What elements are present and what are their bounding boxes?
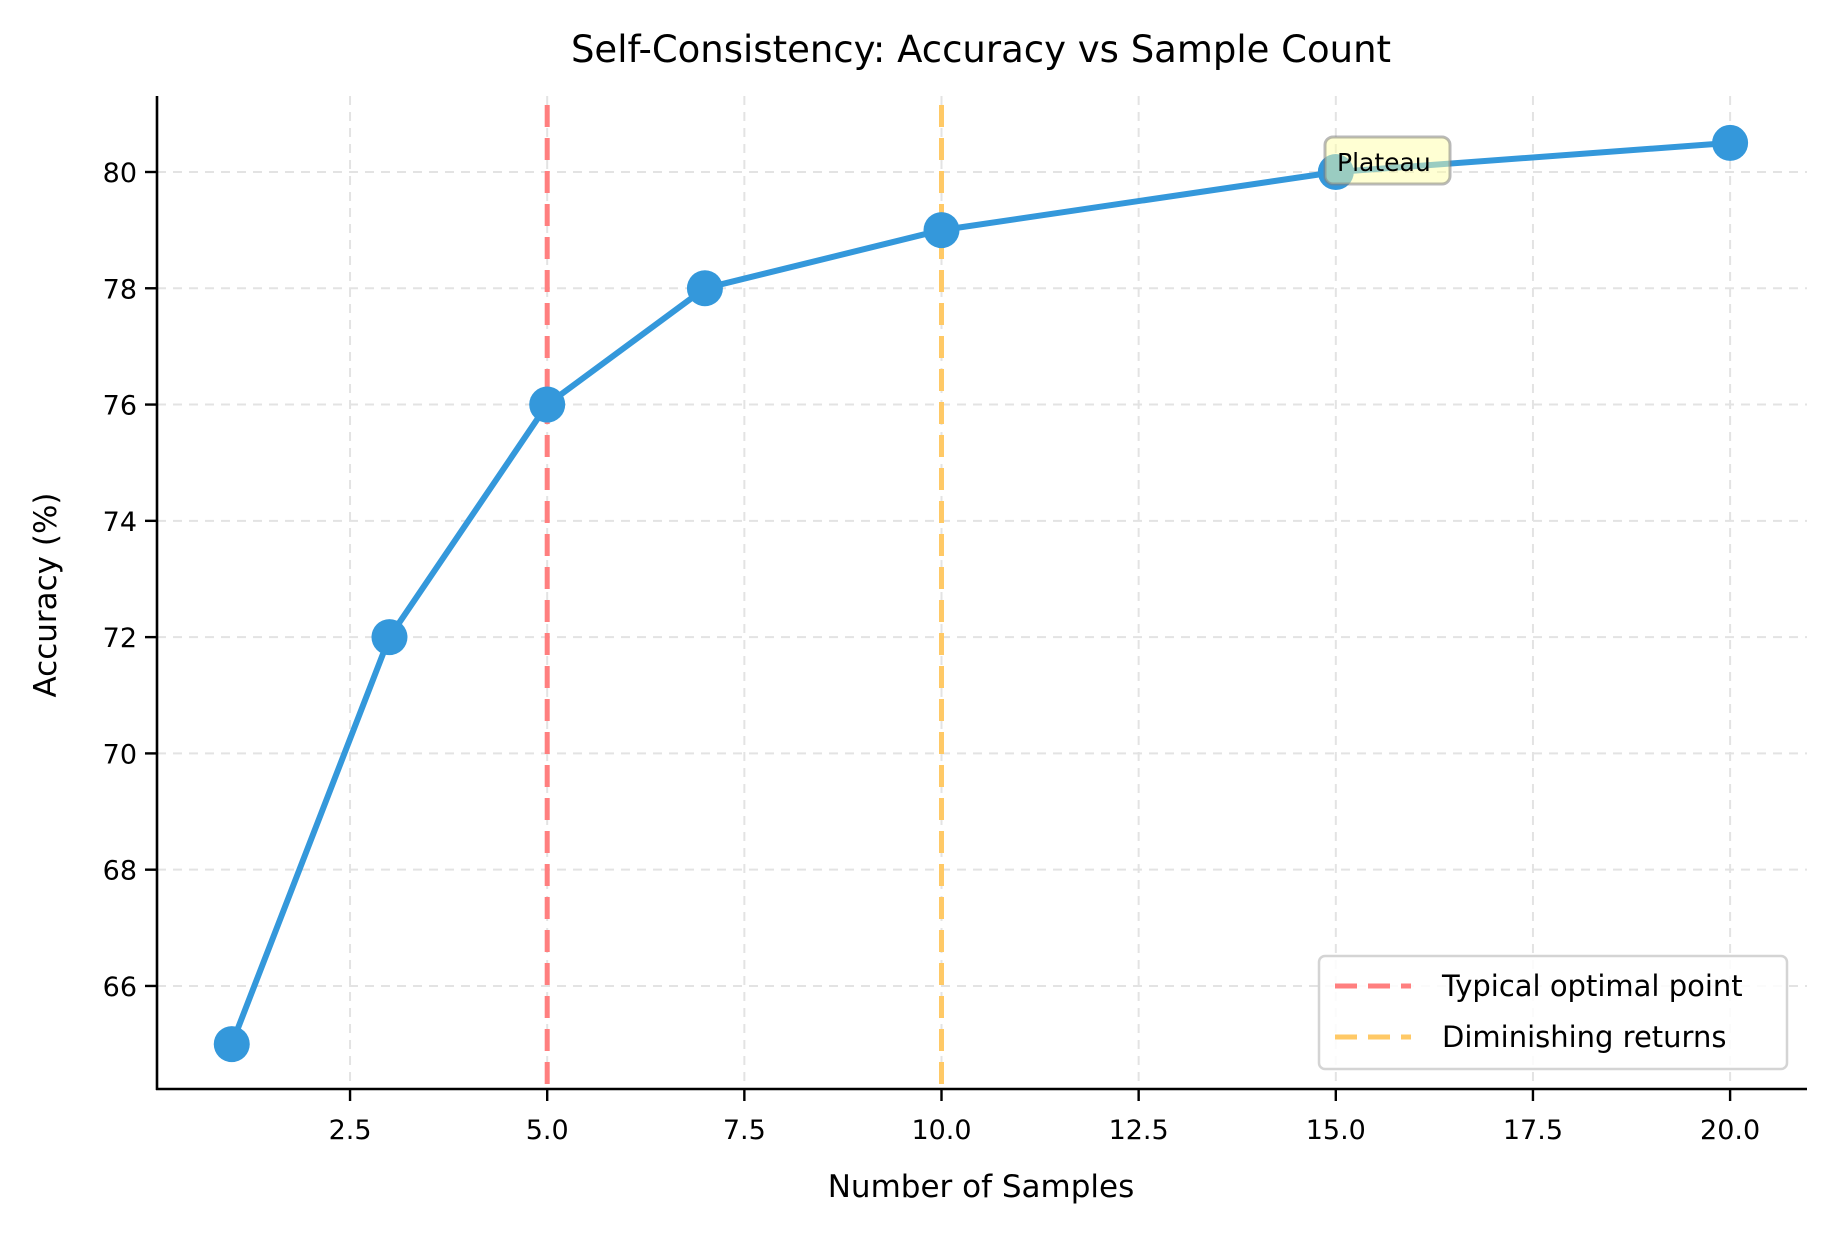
data-point-marker	[686, 270, 723, 307]
data-series	[213, 124, 1749, 1063]
y-tick-label: 78	[103, 274, 137, 305]
x-tick-label: 12.5	[1109, 1115, 1169, 1146]
x-tick-label: 20.0	[1700, 1115, 1760, 1146]
x-tick-label: 5.0	[526, 1115, 569, 1146]
annotation-box	[1323, 135, 1452, 186]
y-axis-label: Accuracy (%)	[28, 492, 64, 697]
axes	[155, 96, 1807, 1091]
annotations: Plateau	[1323, 135, 1452, 186]
x-tick-label: 15.0	[1306, 1115, 1366, 1146]
data-point-marker	[1712, 124, 1749, 161]
accuracy-line	[229, 139, 1731, 1046]
legend-entry-label: Diminishing returns	[1442, 1020, 1726, 1054]
y-tick-label: 76	[103, 391, 137, 422]
chart-title: Self-Consistency: Accuracy vs Sample Cou…	[571, 28, 1391, 71]
y-tick-label: 80	[103, 158, 137, 189]
x-tick-label: 2.5	[329, 1115, 372, 1146]
y-tick-label: 72	[103, 623, 137, 654]
data-point-marker	[371, 619, 408, 656]
y-tick-label: 68	[103, 856, 137, 887]
x-tick-label: 17.5	[1503, 1115, 1563, 1146]
legend-entry-label: Typical optimal point	[1441, 969, 1743, 1003]
legend-box	[1317, 954, 1789, 1071]
y-tick-label: 74	[103, 507, 137, 538]
data-point-marker	[213, 1026, 250, 1063]
x-tick-label: 10.0	[911, 1115, 971, 1146]
y-tick-label: 70	[103, 739, 137, 770]
x-tick-label: 7.5	[723, 1115, 766, 1146]
data-point-marker	[529, 386, 566, 423]
x-axis-ticks: 2.5 5.0 7.5 10.0 12.5 15.0 17.5 20.0	[329, 1089, 1760, 1146]
grid-lines	[157, 96, 1807, 1089]
data-point-marker	[923, 212, 960, 249]
y-axis-ticks: 66 68 70 72 74 76 78 80	[103, 158, 157, 1003]
x-axis-label: Number of Samples	[828, 1169, 1135, 1205]
annotation-plateau-text: Plateau	[1337, 148, 1431, 177]
y-tick-label: 66	[103, 972, 137, 1003]
legend: Typical optimal point Diminishing returns	[1317, 954, 1789, 1071]
